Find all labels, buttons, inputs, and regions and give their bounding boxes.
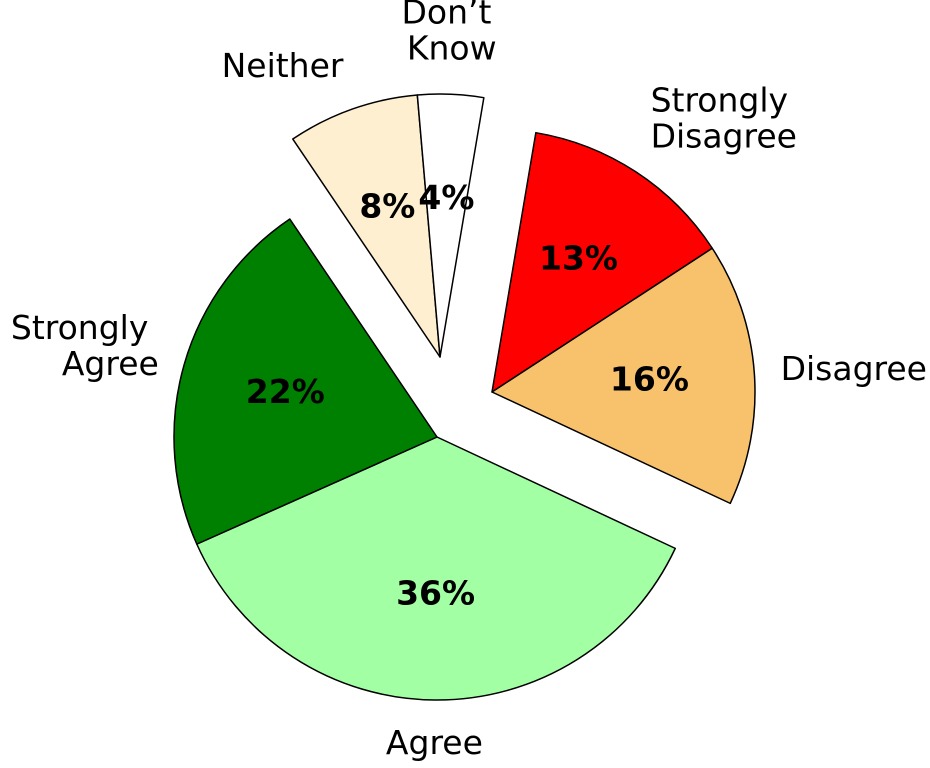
pie-slice — [491, 247, 756, 505]
pie-slice — [196, 436, 677, 701]
value-label: 36% — [396, 573, 475, 612]
pie-slice — [173, 218, 438, 545]
category-label: Don’t Know — [402, 0, 502, 67]
value-label: 4% — [418, 178, 474, 217]
value-label: 13% — [539, 239, 618, 278]
category-label: Strongly Disagree — [651, 80, 799, 155]
pie-slice — [491, 131, 714, 393]
category-label: Strongly Agree — [11, 308, 159, 383]
pie-slice — [292, 94, 441, 358]
category-label: Agree — [386, 723, 483, 762]
value-label: 22% — [246, 372, 325, 411]
value-label: 8% — [359, 187, 415, 226]
category-label: Neither — [222, 46, 344, 85]
pie-slice — [416, 93, 485, 358]
value-label: 16% — [610, 359, 689, 398]
category-label: Disagree — [781, 349, 927, 388]
